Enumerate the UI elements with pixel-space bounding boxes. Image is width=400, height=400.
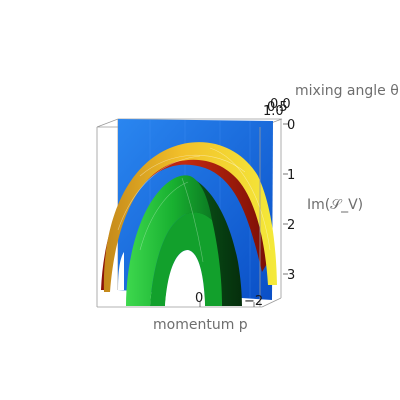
y-tick-label: 1.0 — [263, 104, 284, 119]
z-tick-label: 2 — [287, 218, 295, 233]
plot-box-front — [96, 119, 282, 308]
y-axis-ticks: 0.0 0.5 1.0 — [263, 97, 291, 119]
z-axis-ticks: 0 1 2 3 — [287, 118, 295, 283]
x-tick-label: 0 — [195, 291, 203, 306]
z-tick-label: 3 — [287, 268, 295, 283]
inner-arch-surface — [126, 175, 242, 306]
x-axis-ticks: 0 −2 — [195, 291, 263, 309]
y-tick-label: 0.0 — [270, 97, 291, 112]
z-axis-label: Im(𝒮_V) — [307, 197, 363, 213]
x-axis-label: momentum p — [153, 317, 248, 333]
z-tick-label: 1 — [287, 168, 295, 183]
z-tick-label: 0 — [287, 118, 295, 133]
y-axis-label: mixing angle θ — [295, 83, 399, 99]
axis-ticks — [199, 123, 288, 307]
x-tick-label: −2 — [244, 294, 263, 309]
outer-arch-surface — [101, 142, 277, 292]
left-gap — [118, 252, 124, 290]
y-tick-label: 0.5 — [267, 100, 288, 115]
